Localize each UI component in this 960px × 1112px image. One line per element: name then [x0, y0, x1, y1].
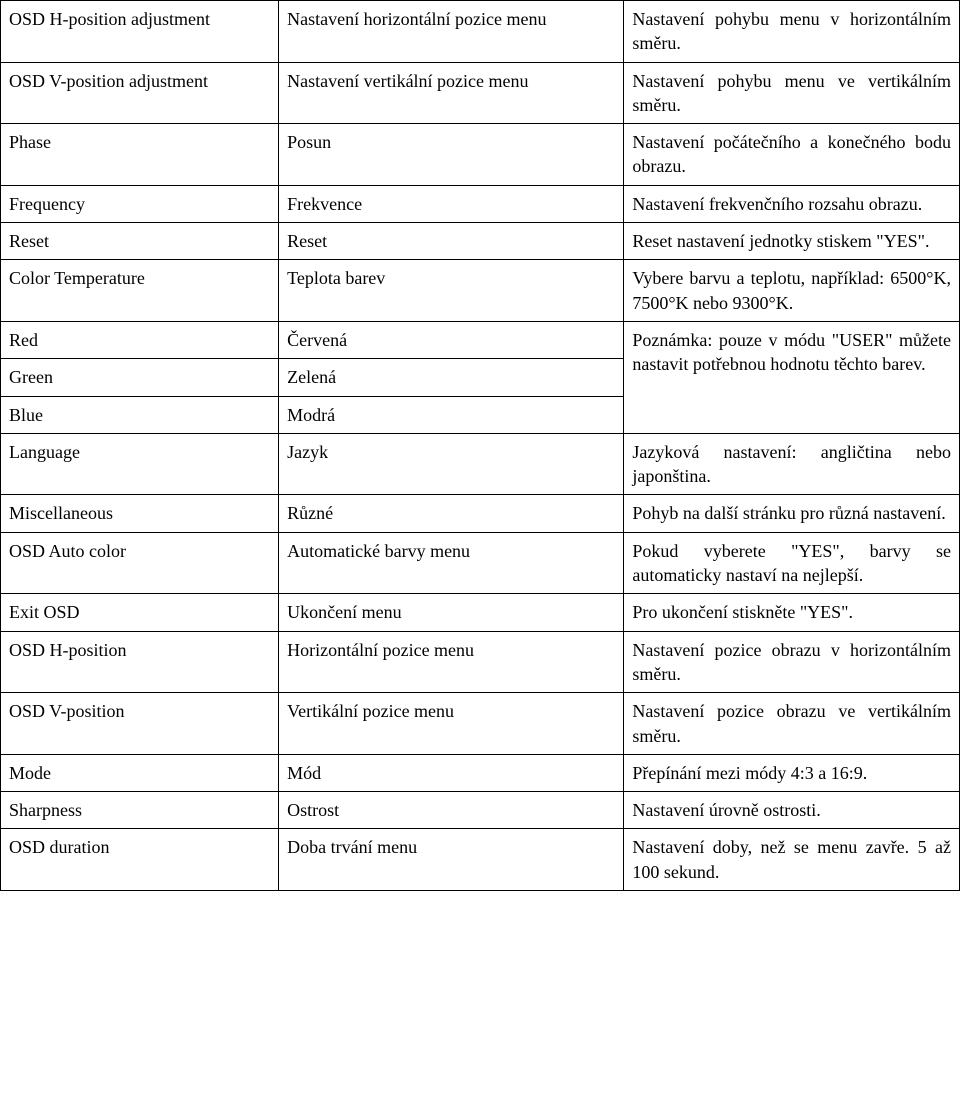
table-row: MiscellaneousRůznéPohyb na další stránku…: [1, 495, 960, 532]
cell-description: Nastavení počátečního a konečného bodu o…: [624, 124, 960, 186]
table-body: OSD H-position adjustmentNastavení horiz…: [1, 1, 960, 891]
cell-czech-term: Různé: [279, 495, 624, 532]
cell-english-term: Frequency: [1, 185, 279, 222]
cell-english-term: OSD V-position: [1, 693, 279, 755]
table-row: RedČervenáPoznámka: pouze v módu "USER" …: [1, 321, 960, 358]
cell-czech-term: Mód: [279, 754, 624, 791]
cell-czech-term: Frekvence: [279, 185, 624, 222]
cell-english-term: Reset: [1, 223, 279, 260]
cell-description: Přepínání mezi módy 4:3 a 16:9.: [624, 754, 960, 791]
cell-description: Nastavení doby, než se menu zavře. 5 až …: [624, 829, 960, 891]
cell-description: Reset nastavení jednotky stiskem "YES".: [624, 223, 960, 260]
cell-description: Pokud vyberete "YES", barvy se automatic…: [624, 532, 960, 594]
cell-english-term: Green: [1, 359, 279, 396]
cell-english-term: Color Temperature: [1, 260, 279, 322]
cell-description: Poznámka: pouze v módu "USER" můžete nas…: [624, 321, 960, 433]
cell-czech-term: Doba trvání menu: [279, 829, 624, 891]
table-row: ModeMódPřepínání mezi módy 4:3 a 16:9.: [1, 754, 960, 791]
table-row: SharpnessOstrostNastavení úrovně ostrost…: [1, 792, 960, 829]
cell-english-term: Exit OSD: [1, 594, 279, 631]
cell-english-term: OSD V-position adjustment: [1, 62, 279, 124]
cell-czech-term: Nastavení vertikální pozice menu: [279, 62, 624, 124]
table-row: LanguageJazykJazyková nastavení: angličt…: [1, 433, 960, 495]
cell-english-term: Sharpness: [1, 792, 279, 829]
table-row: OSD durationDoba trvání menuNastavení do…: [1, 829, 960, 891]
cell-description: Nastavení pohybu menu v horizontálním sm…: [624, 1, 960, 63]
table-row: FrequencyFrekvenceNastavení frekvenčního…: [1, 185, 960, 222]
osd-settings-table: OSD H-position adjustmentNastavení horiz…: [0, 0, 960, 891]
table-row: OSD V-position adjustmentNastavení verti…: [1, 62, 960, 124]
cell-english-term: OSD duration: [1, 829, 279, 891]
cell-description: Nastavení pozice obrazu ve vertikálním s…: [624, 693, 960, 755]
cell-description: Pro ukončení stiskněte "YES".: [624, 594, 960, 631]
cell-czech-term: Nastavení horizontální pozice menu: [279, 1, 624, 63]
cell-description: Nastavení pohybu menu ve vertikálním smě…: [624, 62, 960, 124]
cell-english-term: OSD Auto color: [1, 532, 279, 594]
cell-english-term: Mode: [1, 754, 279, 791]
table-row: OSD H-position adjustmentNastavení horiz…: [1, 1, 960, 63]
cell-czech-term: Horizontální pozice menu: [279, 631, 624, 693]
table-row: OSD H-positionHorizontální pozice menuNa…: [1, 631, 960, 693]
cell-description: Jazyková nastavení: angličtina nebo japo…: [624, 433, 960, 495]
table-row: OSD V-positionVertikální pozice menuNast…: [1, 693, 960, 755]
table-row: Exit OSDUkončení menuPro ukončení stiskn…: [1, 594, 960, 631]
cell-english-term: Language: [1, 433, 279, 495]
cell-description: Nastavení frekvenčního rozsahu obrazu.: [624, 185, 960, 222]
cell-czech-term: Zelená: [279, 359, 624, 396]
cell-czech-term: Ostrost: [279, 792, 624, 829]
cell-czech-term: Ukončení menu: [279, 594, 624, 631]
cell-czech-term: Modrá: [279, 396, 624, 433]
cell-czech-term: Vertikální pozice menu: [279, 693, 624, 755]
table-row: ResetResetReset nastavení jednotky stisk…: [1, 223, 960, 260]
cell-description: Pohyb na další stránku pro různá nastave…: [624, 495, 960, 532]
table-row: OSD Auto colorAutomatické barvy menuPoku…: [1, 532, 960, 594]
cell-english-term: Miscellaneous: [1, 495, 279, 532]
cell-czech-term: Reset: [279, 223, 624, 260]
cell-description: Nastavení úrovně ostrosti.: [624, 792, 960, 829]
cell-english-term: Blue: [1, 396, 279, 433]
cell-czech-term: Jazyk: [279, 433, 624, 495]
cell-description: Vybere barvu a teplotu, například: 6500°…: [624, 260, 960, 322]
cell-english-term: OSD H-position adjustment: [1, 1, 279, 63]
table-row: PhasePosunNastavení počátečního a konečn…: [1, 124, 960, 186]
cell-english-term: OSD H-position: [1, 631, 279, 693]
cell-english-term: Red: [1, 321, 279, 358]
cell-czech-term: Automatické barvy menu: [279, 532, 624, 594]
cell-english-term: Phase: [1, 124, 279, 186]
cell-czech-term: Posun: [279, 124, 624, 186]
table-row: Color TemperatureTeplota barevVybere bar…: [1, 260, 960, 322]
cell-czech-term: Teplota barev: [279, 260, 624, 322]
cell-description: Nastavení pozice obrazu v horizontálním …: [624, 631, 960, 693]
cell-czech-term: Červená: [279, 321, 624, 358]
